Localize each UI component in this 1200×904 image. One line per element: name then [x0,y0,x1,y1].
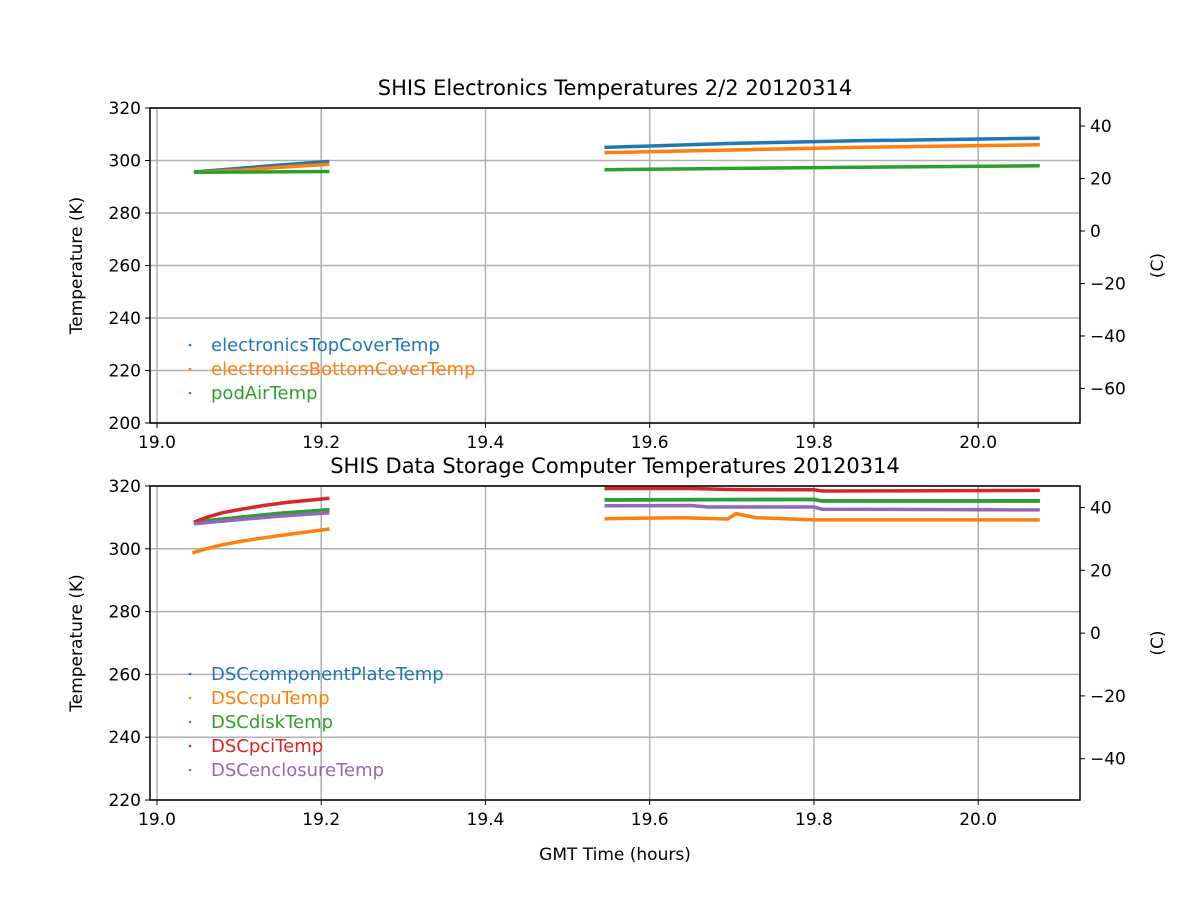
y-axis-label: Temperature (K) [67,197,87,336]
legend-marker [188,343,192,347]
axes-frame [149,107,1081,424]
x-tick-label: 19.0 [138,810,176,830]
series-DSCpciTemp [604,486,1040,493]
y-tick-label: 280 [109,603,141,623]
y-tick-label: 260 [109,665,141,685]
series-DSCcpuTemp [191,527,330,555]
legend-marker [188,367,192,371]
legend-label: DSCcomponentPlateTemp [211,664,444,685]
series-DSCpciTemp [193,496,330,524]
y-tick-label: 220 [109,362,141,382]
legend-marker [188,672,192,676]
series-podAirTemp [604,164,1040,172]
series-electronicsBottomCoverTemp [604,143,1040,155]
x-tick-label: 19.4 [467,810,505,830]
series-DSCdiskTemp [604,497,1040,503]
chart-title: SHIS Electronics Temperatures 2/2 201203… [378,76,852,100]
y-right-tick-label: 40 [1090,499,1112,519]
y-right-tick-label: 20 [1090,169,1112,189]
y-right-tick-label: −20 [1090,274,1126,294]
legend-label: podAirTemp [211,383,318,404]
series-DSCdiskTemp [193,507,330,524]
x-tick-label: 19.0 [138,433,176,453]
y-right-tick-label: 40 [1090,117,1112,137]
legend-marker [188,720,192,724]
y-tick-label: 220 [109,791,141,811]
legend-marker [188,391,192,395]
x-tick-label: 19.6 [631,433,669,453]
series-DSCcpuTemp [604,511,1040,522]
y-right-tick-label: 0 [1090,222,1101,242]
x-tick-label: 20.0 [959,433,997,453]
x-tick-label: 19.8 [795,433,833,453]
chart-title: SHIS Data Storage Computer Temperatures … [330,454,900,478]
y-tick-label: 320 [109,99,141,119]
legend-marker [188,696,192,700]
y-right-axis-label: (C) [1148,253,1168,278]
y-tick-label: 320 [109,477,141,497]
legend-label: DSCcpuTemp [211,688,330,709]
y-tick-label: 260 [109,257,141,277]
y-right-tick-label: −20 [1090,687,1126,707]
series-DSCenclosureTemp [604,503,1040,512]
x-tick-label: 19.2 [302,433,340,453]
y-tick-label: 280 [109,204,141,224]
y-tick-label: 300 [109,152,141,172]
legend-label: DSCenclosureTemp [211,760,384,781]
legend-label: DSCdiskTemp [211,712,333,733]
chart-1: 19.0 19.2 19.4 19.6 19.8 20.02002202402602803… [67,76,1168,453]
series-electronicsTopCoverTemp [604,136,1040,150]
y-tick-label: 240 [109,309,141,329]
chart-2: 19.0 19.2 19.4 19.6 19.8 20.0 220 240 260 280 300 3… [67,454,1168,865]
x-tick-label: 19.4 [467,433,505,453]
y-right-tick-label: −60 [1090,379,1126,399]
legend-label: DSCpciTemp [211,736,323,757]
x-axis-label: GMT Time (hours) [539,845,691,865]
x-tick-label: 19.6 [631,810,669,830]
series-podAirTemp [193,169,330,175]
legend-label: electronicsBottomCoverTemp [211,359,476,380]
y-right-tick-label: 20 [1090,561,1112,581]
y-tick-label: 200 [109,414,141,434]
axes-frame [149,485,1081,801]
legend-label: electronicsTopCoverTemp [211,335,440,356]
x-tick-label: 19.8 [795,810,833,830]
y-axis-label: Temperature (K) [67,574,87,713]
y-right-tick-label: −40 [1090,327,1126,347]
legend: electronicsTopCoverTemp electronicsBottom… [188,335,476,404]
y-tick-label: 240 [109,728,141,748]
series-DSCenclosureTemp [193,510,330,526]
y-right-tick-label: 0 [1090,624,1101,644]
legend-marker [188,768,192,772]
y-tick-label: 300 [109,540,141,560]
y-right-tick-label: −40 [1090,750,1126,770]
x-tick-label: 19.2 [302,810,340,830]
y-right-axis-label: (C) [1148,630,1168,655]
legend-marker [188,744,192,748]
legend: DSCcomponentPlateTemp DSCcpuTemp DSCdiskTe… [188,664,444,781]
x-tick-label: 20.0 [959,810,997,830]
